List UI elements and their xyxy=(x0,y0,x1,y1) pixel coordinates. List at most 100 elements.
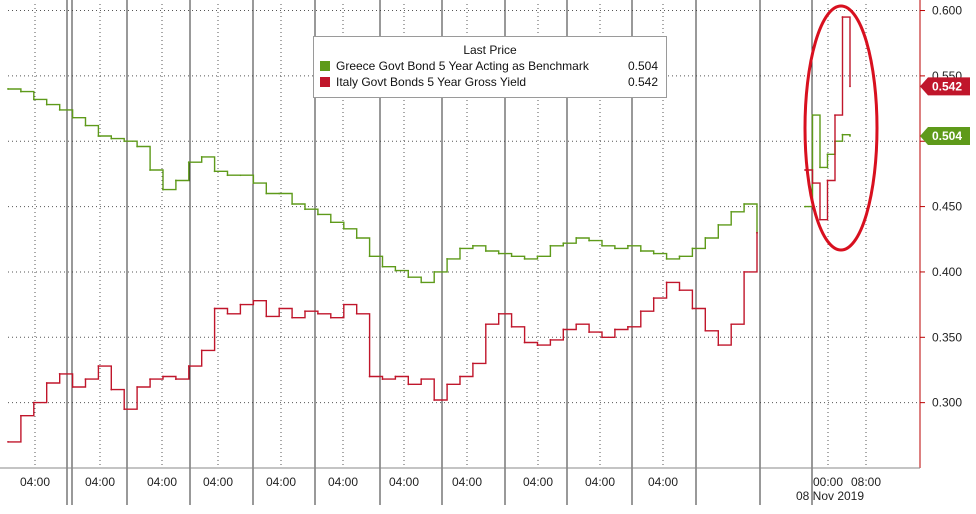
data-point xyxy=(756,231,758,234)
data-point xyxy=(84,124,87,127)
data-point xyxy=(45,382,48,384)
data-point xyxy=(32,401,35,404)
data-point xyxy=(239,303,242,306)
x-tick-label: 00:00 xyxy=(813,475,843,489)
data-point xyxy=(652,297,655,299)
data-point xyxy=(355,312,358,315)
data-point xyxy=(588,239,591,242)
data-point xyxy=(433,399,436,401)
data-point xyxy=(123,408,126,411)
data-point xyxy=(174,179,177,182)
data-point xyxy=(626,244,629,247)
data-point xyxy=(317,213,319,216)
series-line-0 xyxy=(8,88,851,284)
data-point xyxy=(691,247,694,250)
data-point xyxy=(123,140,126,143)
data-point xyxy=(471,362,474,365)
highlight-ellipse xyxy=(803,4,879,252)
x-tick-label: 04:00 xyxy=(648,475,678,489)
data-point xyxy=(652,252,655,255)
data-point xyxy=(149,378,151,381)
data-point xyxy=(743,203,745,205)
data-point xyxy=(446,257,448,260)
data-point xyxy=(304,310,306,313)
data-point xyxy=(149,169,151,171)
data-point xyxy=(826,179,829,182)
data-point xyxy=(265,315,268,318)
data-point xyxy=(252,299,255,302)
data-point xyxy=(575,323,578,326)
data-point xyxy=(278,192,281,195)
data-point xyxy=(45,103,48,106)
data-point xyxy=(265,192,268,195)
data-point xyxy=(381,378,384,381)
data-point xyxy=(614,247,616,250)
data-point xyxy=(187,161,190,164)
data-point xyxy=(84,378,87,381)
data-point xyxy=(510,325,513,328)
data-point xyxy=(665,257,668,260)
x-tick-label: 04:00 xyxy=(523,475,553,489)
data-point xyxy=(342,227,345,230)
data-point xyxy=(841,16,844,18)
data-point xyxy=(97,135,100,137)
data-point xyxy=(239,174,242,177)
x-tick-label: 04:00 xyxy=(328,475,358,489)
data-point xyxy=(549,244,552,247)
data-point xyxy=(200,349,203,352)
data-point xyxy=(226,312,229,315)
data-point xyxy=(536,255,539,258)
data-point xyxy=(420,281,423,284)
data-point xyxy=(291,203,294,205)
data-point xyxy=(381,265,384,268)
data-point xyxy=(510,255,513,258)
axes xyxy=(0,0,925,469)
data-point xyxy=(394,375,397,378)
data-point xyxy=(407,276,410,279)
data-point xyxy=(730,210,733,213)
data-point xyxy=(446,383,448,386)
data-point xyxy=(562,242,565,245)
data-point xyxy=(588,331,591,333)
data-point xyxy=(743,271,745,273)
data-point xyxy=(826,153,829,156)
x-tick-label: 08:00 xyxy=(851,475,881,489)
data-point xyxy=(200,156,203,158)
data-point xyxy=(71,116,74,119)
y-tick-label: 0.400 xyxy=(932,265,962,279)
data-point xyxy=(20,90,22,93)
x-tick-label: 04:00 xyxy=(452,475,482,489)
data-point xyxy=(7,88,9,90)
data-point xyxy=(804,205,806,208)
data-point xyxy=(226,174,229,177)
data-point xyxy=(484,323,487,326)
data-point xyxy=(420,378,423,381)
data-point xyxy=(849,135,851,137)
data-point xyxy=(187,365,190,367)
data-point xyxy=(575,237,578,239)
data-point xyxy=(329,221,332,224)
data-point xyxy=(136,145,139,148)
data-point xyxy=(459,247,461,250)
data-point xyxy=(291,316,294,319)
data-point xyxy=(355,237,358,239)
data-point xyxy=(136,386,139,388)
data-point xyxy=(562,328,565,331)
data-point xyxy=(252,182,255,184)
legend-label-italy: Italy Govt Bonds 5 Year Gross Yield xyxy=(336,75,527,89)
data-point xyxy=(717,223,720,226)
series-lines xyxy=(7,16,851,443)
data-point xyxy=(368,255,371,258)
data-point xyxy=(819,218,821,221)
data-point xyxy=(665,281,668,284)
data-point xyxy=(804,169,806,171)
data-point xyxy=(639,250,642,252)
data-point xyxy=(678,289,681,292)
y-tick-label: 0.300 xyxy=(932,396,962,410)
date-label: 08 Nov 2019 xyxy=(796,489,864,503)
data-point xyxy=(71,386,74,388)
data-point xyxy=(819,166,821,169)
y-tick-label: 0.350 xyxy=(932,330,962,344)
